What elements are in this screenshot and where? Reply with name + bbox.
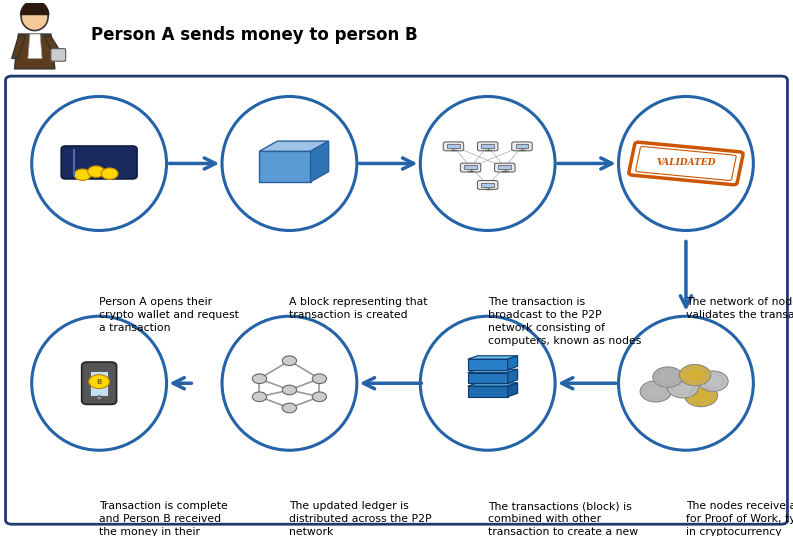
Wedge shape <box>20 0 49 15</box>
FancyBboxPatch shape <box>90 371 108 397</box>
Polygon shape <box>468 373 508 383</box>
Text: Person A sends money to person B: Person A sends money to person B <box>91 26 418 44</box>
Ellipse shape <box>420 316 555 450</box>
FancyBboxPatch shape <box>515 144 528 148</box>
Polygon shape <box>14 34 55 69</box>
Ellipse shape <box>420 96 555 230</box>
FancyBboxPatch shape <box>629 142 743 185</box>
Text: The transaction is
broadcast to the P2P
network consisting of
computers, known a: The transaction is broadcast to the P2P … <box>488 297 641 346</box>
Ellipse shape <box>222 316 357 450</box>
Ellipse shape <box>32 96 167 230</box>
Polygon shape <box>12 36 25 58</box>
Circle shape <box>653 367 683 388</box>
FancyBboxPatch shape <box>464 166 477 169</box>
Circle shape <box>312 392 327 401</box>
Polygon shape <box>28 34 42 58</box>
Polygon shape <box>468 359 508 370</box>
Ellipse shape <box>619 96 753 230</box>
Polygon shape <box>508 369 518 383</box>
FancyBboxPatch shape <box>82 362 117 405</box>
Text: B: B <box>97 378 102 385</box>
Circle shape <box>680 364 711 386</box>
Ellipse shape <box>222 96 357 230</box>
Circle shape <box>282 385 297 395</box>
FancyBboxPatch shape <box>447 144 460 148</box>
Text: Person A opens their
crypto wallet and request
a transaction: Person A opens their crypto wallet and r… <box>99 297 239 333</box>
Text: Transaction is complete
and Person B received
the money in their
crypto wallet: Transaction is complete and Person B rec… <box>99 501 228 536</box>
Polygon shape <box>259 151 311 182</box>
Text: The nodes receive a reward
for Proof of Work, typically
in cryptocurrency: The nodes receive a reward for Proof of … <box>686 501 793 536</box>
Circle shape <box>102 168 118 180</box>
FancyBboxPatch shape <box>477 181 498 189</box>
FancyBboxPatch shape <box>498 166 511 169</box>
FancyBboxPatch shape <box>6 76 787 524</box>
Ellipse shape <box>619 316 753 450</box>
Circle shape <box>698 371 728 391</box>
FancyBboxPatch shape <box>61 146 137 179</box>
Text: The transactions (block) is
combined with other
transaction to create a new
bloc: The transactions (block) is combined wit… <box>488 501 638 536</box>
Circle shape <box>21 3 48 31</box>
FancyBboxPatch shape <box>477 142 498 151</box>
Polygon shape <box>468 383 518 386</box>
FancyBboxPatch shape <box>443 142 464 151</box>
Text: A block representing that
transaction is created: A block representing that transaction is… <box>289 297 428 321</box>
Circle shape <box>74 169 91 181</box>
Circle shape <box>312 374 327 384</box>
Polygon shape <box>311 141 328 182</box>
FancyBboxPatch shape <box>481 144 494 148</box>
Circle shape <box>89 375 109 389</box>
Polygon shape <box>468 356 518 359</box>
FancyBboxPatch shape <box>51 49 66 61</box>
Circle shape <box>88 166 105 177</box>
Text: The network of nodes
validates the transaction: The network of nodes validates the trans… <box>686 297 793 321</box>
FancyBboxPatch shape <box>511 142 532 151</box>
Polygon shape <box>259 141 328 151</box>
FancyBboxPatch shape <box>481 183 494 187</box>
Polygon shape <box>468 386 508 397</box>
Circle shape <box>96 396 102 400</box>
Circle shape <box>252 392 266 401</box>
Polygon shape <box>508 356 518 370</box>
Polygon shape <box>44 36 60 55</box>
FancyBboxPatch shape <box>460 163 481 172</box>
Circle shape <box>684 384 718 407</box>
Circle shape <box>282 356 297 366</box>
Polygon shape <box>508 383 518 397</box>
Circle shape <box>667 377 699 398</box>
Circle shape <box>282 403 297 413</box>
Circle shape <box>252 374 266 384</box>
Ellipse shape <box>32 316 167 450</box>
Text: The updated ledger is
distributed across the P2P
network: The updated ledger is distributed across… <box>289 501 432 536</box>
Polygon shape <box>468 369 518 373</box>
Text: VALIDATED: VALIDATED <box>657 158 716 167</box>
Circle shape <box>640 381 672 402</box>
FancyBboxPatch shape <box>495 163 515 172</box>
